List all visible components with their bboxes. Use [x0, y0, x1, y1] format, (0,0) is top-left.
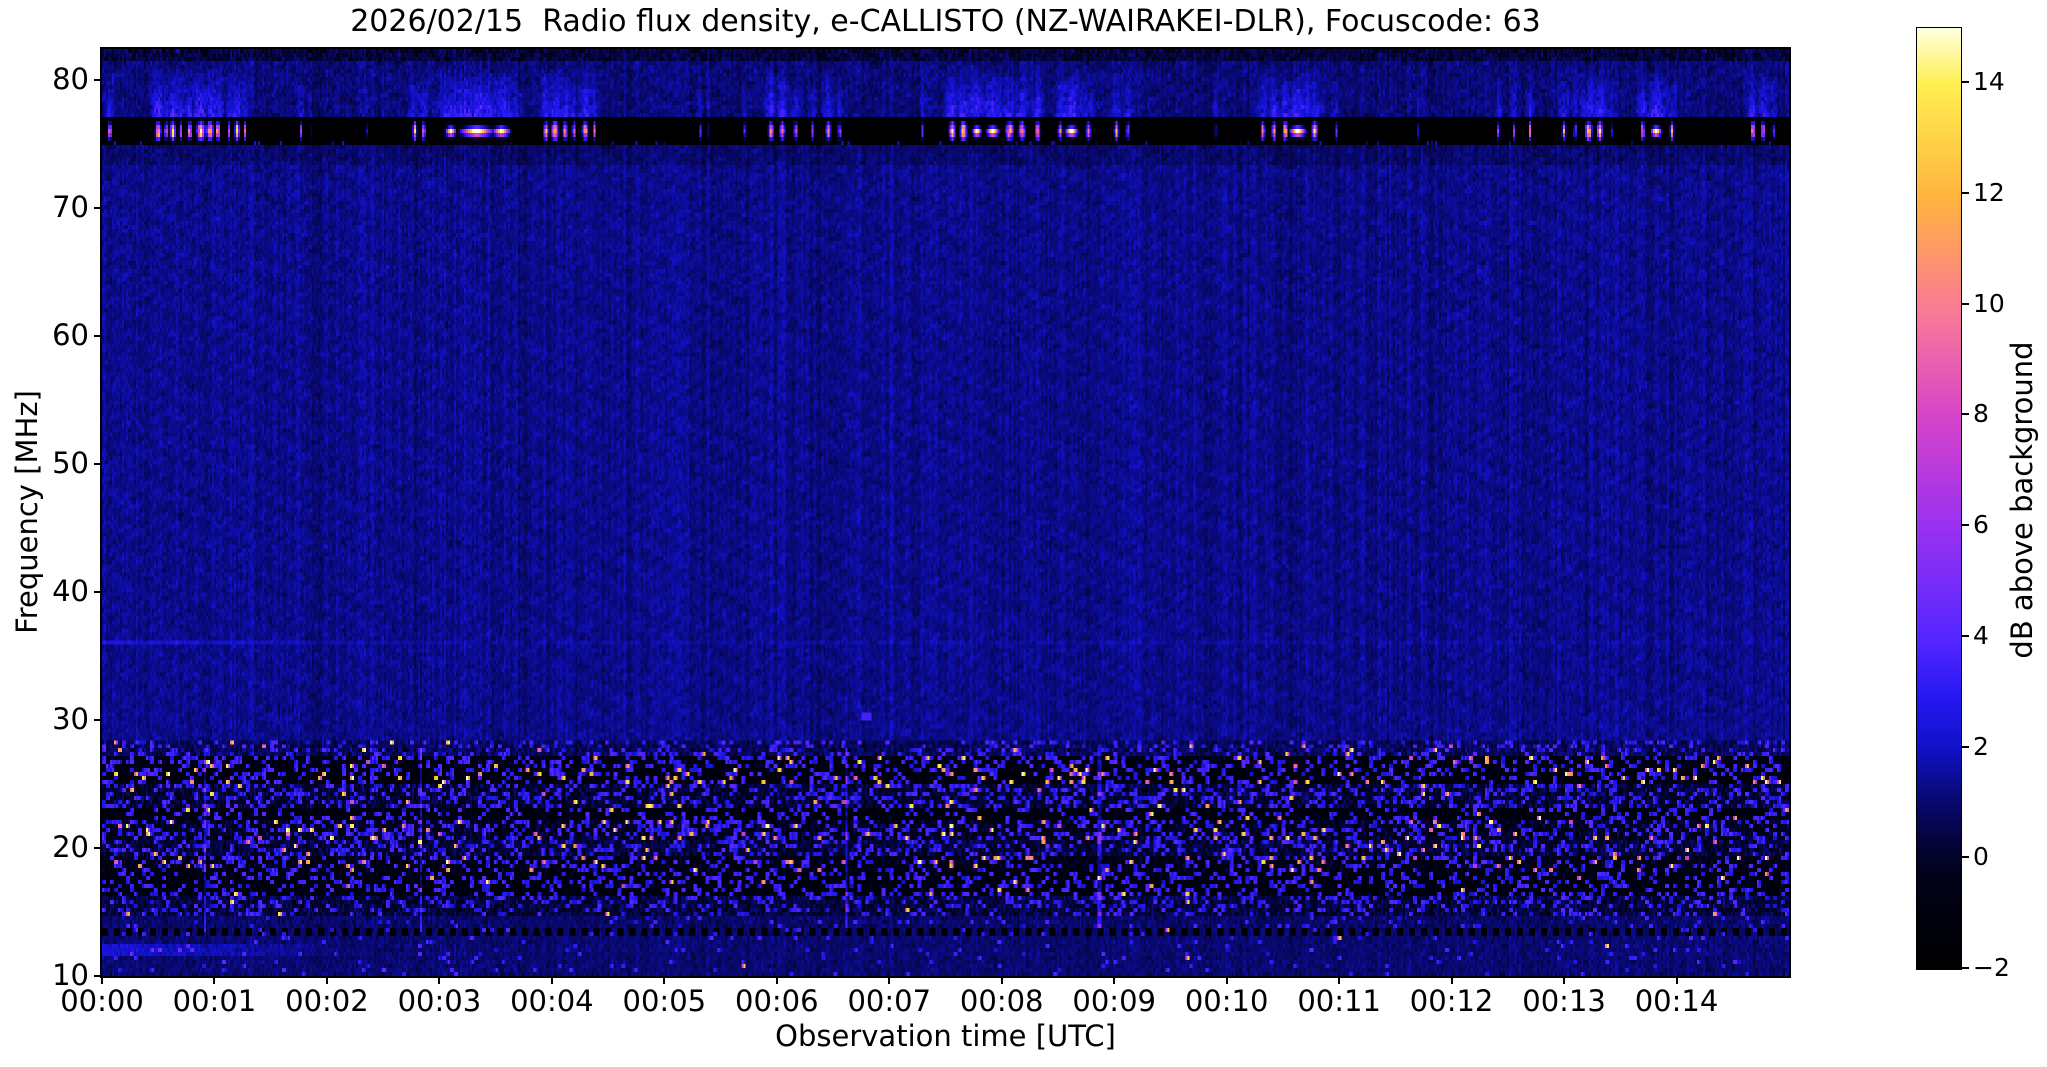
x-axis-label: Observation time [UTC]	[775, 1019, 1116, 1053]
x-tick-label: 00:11	[1297, 984, 1381, 1018]
x-tick-label: 00:07	[847, 984, 932, 1018]
x-tick-label: 00:03	[397, 984, 482, 1018]
y-tick-mark	[94, 718, 102, 721]
x-tick-label: 00:14	[1634, 984, 1719, 1018]
x-tick-label: 00:10	[1184, 984, 1269, 1018]
y-tick-label: 30	[52, 701, 89, 736]
x-tick-mark	[550, 976, 553, 984]
colorbar-gradient	[1916, 27, 1962, 970]
x-tick-label: 00:04	[510, 984, 594, 1018]
colorbar-tick-mark	[1962, 192, 1969, 195]
colorbar-tick-mark	[1962, 302, 1969, 305]
x-tick-label: 00:00	[60, 984, 144, 1018]
plot-title: 2026/02/15 Radio flux density, e-CALLIST…	[350, 4, 1541, 39]
colorbar-tick-mark	[1962, 856, 1969, 859]
y-tick-mark	[94, 846, 102, 849]
colorbar-tick-label: 8	[1973, 399, 1989, 429]
y-tick-mark	[94, 78, 102, 81]
y-tick-mark	[94, 590, 102, 593]
x-tick-mark	[888, 976, 891, 984]
colorbar-tick-mark	[1962, 967, 1969, 969]
x-tick-mark	[325, 976, 328, 984]
x-tick-mark	[1450, 976, 1453, 984]
x-tick-mark	[775, 976, 778, 984]
colorbar-label: dB above background	[2005, 341, 2039, 659]
colorbar-tick-label: 6	[1973, 510, 1989, 540]
colorbar-tick-label: 10	[1973, 288, 2005, 318]
y-tick-label: 40	[52, 573, 89, 608]
colorbar-tick-label: 12	[1973, 178, 2005, 208]
x-tick-mark	[438, 976, 441, 984]
colorbar-tick-mark	[1962, 634, 1969, 637]
y-tick-label: 20	[52, 829, 89, 864]
x-tick-mark	[1675, 976, 1678, 984]
x-tick-mark	[1563, 976, 1566, 984]
x-tick-label: 00:08	[959, 984, 1044, 1018]
x-tick-mark	[1225, 976, 1228, 984]
colorbar-tick-mark	[1962, 413, 1969, 416]
colorbar-tick-label: 14	[1973, 67, 2005, 97]
colorbar-tick-mark	[1962, 81, 1969, 84]
colorbar-tick-label: 4	[1973, 620, 1989, 650]
colorbar-tick-label: 2	[1973, 731, 1989, 761]
y-tick-mark	[94, 206, 102, 209]
x-tick-mark	[1113, 976, 1116, 984]
y-tick-label: 10	[52, 958, 89, 992]
x-tick-label: 00:02	[285, 984, 369, 1018]
y-tick-label: 80	[52, 61, 89, 96]
x-tick-mark	[1338, 976, 1341, 984]
x-tick-mark	[213, 976, 216, 984]
x-tick-label: 00:13	[1522, 984, 1606, 1018]
x-tick-label: 00:06	[735, 984, 819, 1018]
x-tick-label: 00:12	[1409, 984, 1494, 1018]
y-tick-label: 70	[52, 189, 89, 224]
y-tick-mark	[94, 975, 102, 977]
y-tick-mark	[94, 334, 102, 337]
spectrogram-heatmap	[102, 49, 1789, 976]
y-tick-label: 60	[52, 317, 89, 352]
x-tick-mark	[663, 976, 666, 984]
colorbar-tick-label: −2	[1973, 953, 2010, 982]
x-tick-mark	[1000, 976, 1003, 984]
x-tick-label: 00:01	[172, 984, 257, 1018]
x-tick-label: 00:05	[622, 984, 707, 1018]
colorbar-tick-mark	[1962, 524, 1969, 527]
x-tick-mark	[101, 976, 103, 984]
colorbar-tick-mark	[1962, 745, 1969, 748]
x-tick-label: 00:09	[1072, 984, 1156, 1018]
y-tick-mark	[94, 462, 102, 465]
y-tick-label: 50	[52, 445, 89, 480]
colorbar-tick-label: 0	[1973, 842, 1989, 872]
